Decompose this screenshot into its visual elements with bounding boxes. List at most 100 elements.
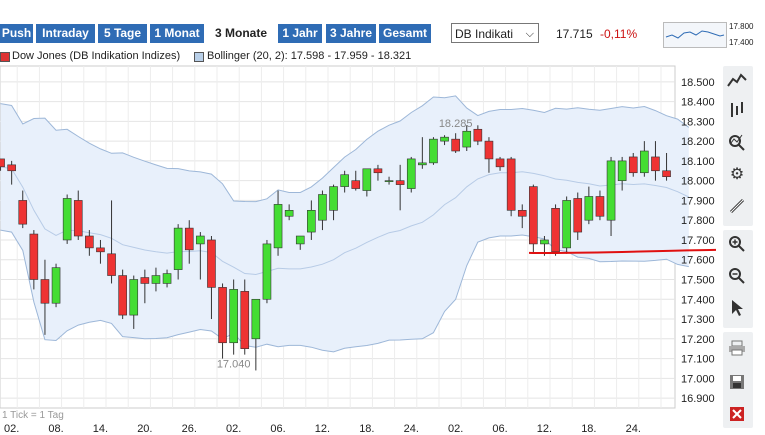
candle-down bbox=[18, 200, 28, 225]
x-tick-label: 14. bbox=[93, 423, 108, 435]
mini-chart-line bbox=[665, 30, 725, 39]
chart-footnote: 1 Tick = 1 Tag bbox=[2, 410, 64, 421]
candlesticks bbox=[0, 125, 671, 371]
annotation-label: 18.285 bbox=[439, 118, 473, 130]
annotations: 18.285 17.040 bbox=[217, 118, 717, 371]
candle-up bbox=[640, 150, 649, 174]
mini-chart[interactable] bbox=[663, 22, 727, 48]
candle-down bbox=[207, 239, 216, 288]
candle-down bbox=[551, 208, 560, 253]
candle-down bbox=[473, 128, 483, 142]
y-tick-label: 18.400 bbox=[681, 97, 715, 109]
candle-down bbox=[107, 253, 116, 276]
candle-down bbox=[517, 210, 527, 217]
y-tick-label: 18.000 bbox=[681, 176, 715, 188]
save-icon[interactable] bbox=[723, 370, 751, 394]
candle-down bbox=[395, 180, 405, 185]
line-chart-icon[interactable] bbox=[723, 68, 751, 92]
candle-up bbox=[540, 239, 549, 245]
gear-icon[interactable]: ⚙ bbox=[729, 166, 745, 183]
delete-icon[interactable] bbox=[723, 402, 751, 426]
x-tick-label: 02. bbox=[448, 423, 463, 435]
y-tick-label: 17.200 bbox=[681, 334, 715, 346]
candle-down bbox=[495, 158, 505, 168]
x-tick-label: 26. bbox=[182, 423, 197, 435]
legend-bollinger-label: Bollinger (20, 2): 17.598 - 17.959 - 18.… bbox=[207, 50, 412, 62]
candlestick-icon[interactable] bbox=[723, 98, 751, 122]
mini-chart-high: 17.800 bbox=[729, 22, 754, 31]
legend-series-label: Dow Jones (DB Indikation Indizes) bbox=[12, 50, 181, 62]
candle-up bbox=[340, 174, 349, 187]
y-tick-label: 17.300 bbox=[681, 314, 715, 326]
candle-up bbox=[251, 298, 261, 340]
candle-up bbox=[173, 227, 183, 270]
bollinger-upper bbox=[0, 95, 690, 203]
candle-down bbox=[351, 180, 361, 189]
x-tick-label: 12. bbox=[315, 423, 330, 435]
indicator-icon[interactable] bbox=[723, 130, 751, 154]
x-tick-label: 18. bbox=[359, 423, 374, 435]
candle-up bbox=[51, 267, 61, 304]
tab-intraday[interactable]: Intraday bbox=[36, 24, 95, 43]
y-tick-label: 17.000 bbox=[681, 373, 715, 385]
legend-swatch-bollinger bbox=[194, 52, 204, 62]
tab-1-jahr[interactable]: 1 Jahr bbox=[278, 24, 322, 43]
tab-5-tage[interactable]: 5 Tage bbox=[98, 24, 147, 43]
candle-up bbox=[318, 194, 327, 221]
candle-up bbox=[162, 273, 172, 284]
candle-up bbox=[584, 196, 594, 221]
tab-3-jahre[interactable]: 3 Jahre bbox=[326, 24, 376, 43]
x-tick-label: 02. bbox=[4, 423, 19, 435]
pencil-icon[interactable] bbox=[723, 194, 751, 218]
y-tick-label: 16.900 bbox=[681, 393, 715, 405]
candle-up bbox=[129, 279, 139, 316]
candle-up bbox=[196, 235, 205, 245]
x-tick-label: 08. bbox=[48, 423, 63, 435]
exchange-select[interactable]: DB Indikati ⌵ bbox=[451, 23, 539, 43]
candle-up bbox=[362, 168, 372, 191]
candle-up bbox=[151, 275, 161, 284]
x-tick-label: 20. bbox=[137, 423, 152, 435]
candle-up bbox=[229, 289, 238, 344]
candle-down bbox=[0, 158, 5, 168]
candle-down bbox=[29, 233, 39, 280]
candle-up bbox=[617, 160, 627, 181]
tab-push[interactable]: Push bbox=[0, 24, 33, 43]
candle-down bbox=[7, 164, 16, 172]
tab-1-monat[interactable]: 1 Monat bbox=[150, 24, 204, 43]
y-tick-label: 17.500 bbox=[681, 275, 715, 287]
candle-down bbox=[73, 200, 83, 237]
zoom-in-icon[interactable] bbox=[723, 232, 751, 256]
candle-up bbox=[295, 235, 305, 245]
x-axis: 02. 08. 14. 20. 26. 02. 06. 12. 18. 24. 02. 06. 12. 1… bbox=[4, 423, 641, 435]
candle-down bbox=[118, 275, 127, 316]
pointer-icon[interactable] bbox=[723, 296, 751, 320]
candle-down bbox=[184, 227, 194, 251]
y-tick-label: 17.900 bbox=[681, 195, 715, 207]
candle-down bbox=[373, 168, 383, 174]
tab-gesamt[interactable]: Gesamt bbox=[379, 24, 431, 43]
zoom-out-icon[interactable] bbox=[723, 264, 751, 288]
bollinger-band bbox=[0, 95, 690, 353]
annotation-label: 17.040 bbox=[217, 359, 251, 371]
candle-down bbox=[573, 198, 583, 233]
candle-up bbox=[562, 200, 571, 249]
x-tick-label: 12. bbox=[537, 423, 552, 435]
y-tick-label: 17.400 bbox=[681, 294, 715, 306]
last-price: 17.715 bbox=[556, 27, 593, 41]
print-icon[interactable] bbox=[723, 336, 751, 360]
price-change: -0,11% bbox=[600, 27, 638, 41]
candle-down bbox=[218, 287, 227, 344]
y-tick-label: 17.100 bbox=[681, 354, 715, 366]
candle-down bbox=[451, 138, 460, 152]
candle-down bbox=[651, 156, 660, 172]
y-axis: 18.500 18.400 18.300 18.200 18.100 18.000 17.9… bbox=[681, 77, 715, 405]
y-tick-label: 18.100 bbox=[681, 156, 715, 168]
legend-swatch-series bbox=[0, 52, 10, 62]
y-tick-label: 18.300 bbox=[681, 116, 715, 128]
exchange-select-value: DB Indikati bbox=[455, 27, 514, 41]
bollinger-fill bbox=[0, 95, 689, 352]
x-tick-label: 02. bbox=[226, 423, 241, 435]
tab-3-monate[interactable]: 3 Monate bbox=[207, 24, 275, 43]
